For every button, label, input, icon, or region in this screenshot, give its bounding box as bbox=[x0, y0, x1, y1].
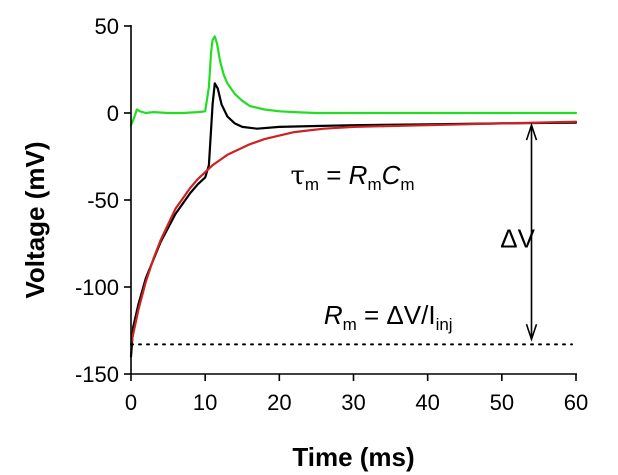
tau-c: C bbox=[382, 160, 401, 190]
rm-inj-subscript: inj bbox=[436, 315, 453, 334]
x-tick-label-4: 40 bbox=[415, 390, 439, 415]
x-tick-label-6: 60 bbox=[564, 390, 588, 415]
x-tick-label-3: 30 bbox=[341, 390, 365, 415]
delta-v-label: ΔV bbox=[500, 223, 535, 253]
arrow-head-bottom bbox=[525, 323, 538, 342]
arrow-head-top bbox=[525, 122, 538, 141]
x-tick-label-5: 50 bbox=[490, 390, 514, 415]
y-tick-label-3: 0 bbox=[107, 101, 119, 126]
tau-subscript: m bbox=[305, 175, 319, 194]
tau-r: R bbox=[349, 160, 368, 190]
rm-subscript: m bbox=[343, 315, 357, 334]
y-tick-label-2: -50 bbox=[87, 188, 119, 213]
rm-equation: Rm = ΔV/Iinj bbox=[324, 300, 453, 334]
y-tick-label-4: 50 bbox=[95, 14, 119, 39]
tau-c-subscript: m bbox=[400, 175, 414, 194]
rm-r: R bbox=[324, 300, 343, 330]
y-tick-label-0: -150 bbox=[75, 362, 119, 387]
delta-v-arrow bbox=[525, 122, 538, 342]
tau-equals: = bbox=[319, 160, 349, 190]
x-tick-label-2: 20 bbox=[267, 390, 291, 415]
tau-symbol: τ bbox=[290, 161, 304, 191]
x-tick-label-1: 10 bbox=[193, 390, 217, 415]
axes: 0 10 20 30 40 50 60 -150 -100 -50 0 50 bbox=[75, 14, 588, 415]
rm-ratio: ΔV/I bbox=[386, 300, 435, 330]
tau-equation: τm = RmCm bbox=[290, 160, 414, 194]
y-tick-label-1: -100 bbox=[75, 275, 119, 300]
y-axis-title: Voltage (mV) bbox=[20, 142, 50, 299]
x-axis-title: Time (ms) bbox=[292, 442, 414, 472]
series-line-0 bbox=[129, 35, 578, 127]
series-line-2 bbox=[129, 120, 578, 346]
tau-r-subscript: m bbox=[367, 175, 381, 194]
x-tick-label-0: 0 bbox=[125, 390, 137, 415]
rm-equals: = bbox=[357, 300, 387, 330]
series-layer bbox=[129, 35, 578, 358]
